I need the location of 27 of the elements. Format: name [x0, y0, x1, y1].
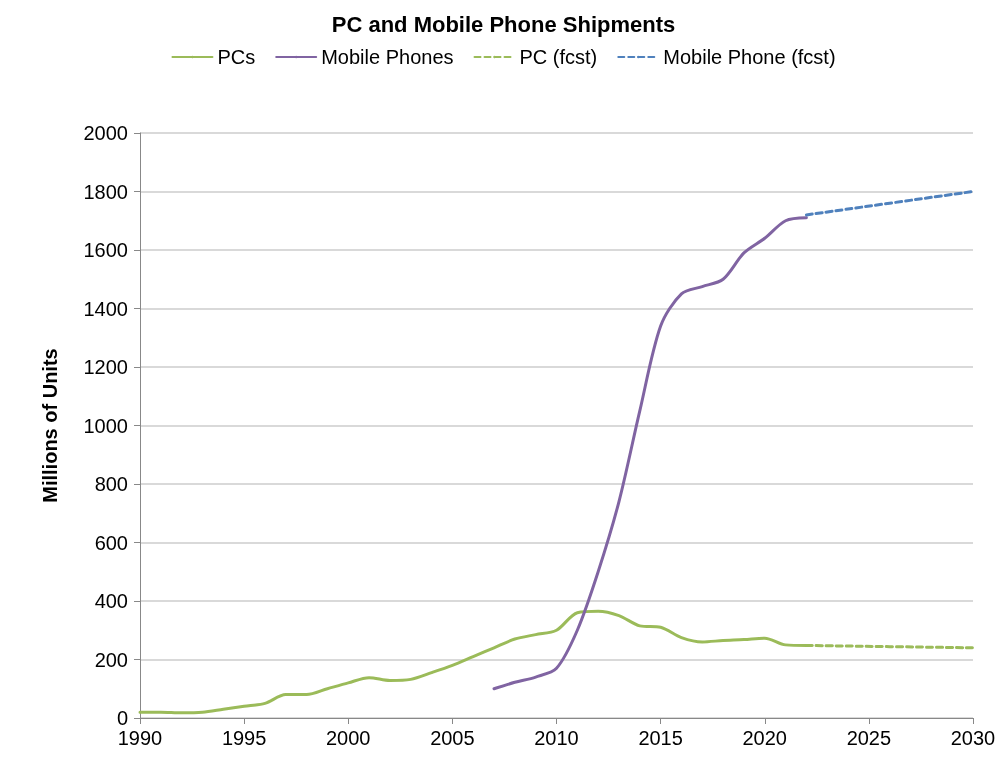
x-tick-label: 1995	[221, 727, 267, 749]
y-tick-label: 800	[94, 473, 128, 495]
x-tick-label: 2025	[846, 727, 892, 749]
x-tick-label: 2005	[430, 727, 475, 749]
y-tick-label: 1200	[83, 356, 128, 378]
x-tick-label: 2010	[534, 727, 579, 749]
y-tick-label: 1000	[83, 414, 128, 437]
y-tick-label: 1800	[83, 180, 128, 203]
chart-title: PC and Mobile Phone Shipments	[331, 11, 676, 37]
x-tick-label: 2030	[950, 727, 996, 749]
legend-label: PCs	[217, 46, 256, 68]
y-axis-title: Millions of Units	[39, 348, 61, 503]
x-tick-label: 2015	[638, 727, 683, 749]
y-tick-label: 2000	[83, 122, 128, 144]
legend-label: PC (fcst)	[519, 46, 598, 68]
line-series	[492, 216, 808, 691]
x-tick-label: 2020	[742, 727, 787, 749]
x-tick-label: 2000	[326, 727, 371, 749]
y-tick-label: 600	[94, 531, 128, 554]
y-tick-label: 400	[94, 590, 128, 612]
x-tick-label: 1990	[117, 727, 163, 749]
y-tick-label: 0	[116, 707, 128, 729]
legend-label: Mobile Phone (fcst)	[663, 46, 836, 68]
y-tick-label: 1600	[83, 239, 128, 261]
legend-label: Mobile Phones	[321, 46, 454, 68]
y-tick-label: 200	[94, 648, 128, 671]
y-tick-label: 1400	[83, 297, 128, 320]
